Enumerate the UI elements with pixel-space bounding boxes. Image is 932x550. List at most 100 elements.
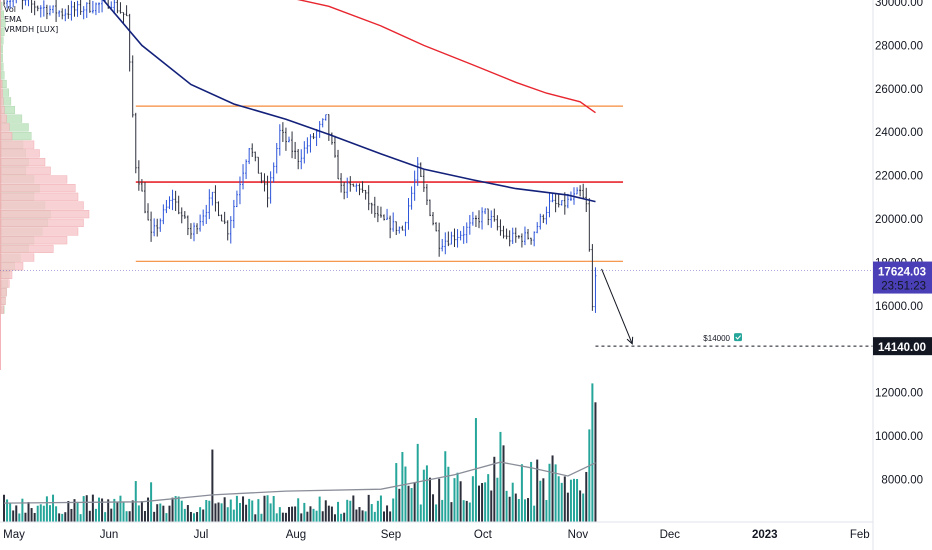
volume-bar [125, 511, 128, 522]
volume-bar [45, 496, 48, 522]
profile-bar-sell [0, 296, 6, 305]
volume-bar [407, 485, 410, 522]
volume-bar [321, 511, 324, 522]
volume-bar [419, 504, 422, 522]
profile-bar-sell [0, 166, 51, 175]
volume-bar [67, 501, 70, 522]
volume-bar [533, 505, 536, 522]
volume-bar [569, 479, 572, 522]
profile-bar-sell [0, 184, 76, 193]
volume-bar [389, 511, 392, 522]
x-tick-label[interactable]: Nov [568, 529, 589, 541]
profile-bar-sell [0, 97, 4, 106]
profile-bar-sell [0, 140, 35, 149]
volume-bar [85, 495, 88, 522]
check-icon [734, 333, 742, 342]
annotations[interactable]: $14000 [595, 268, 873, 347]
x-tick-label[interactable]: Aug [286, 529, 306, 541]
volume-bar [214, 503, 217, 522]
volume-bar [324, 500, 327, 522]
profile-bar-buy [0, 10, 4, 19]
horizontal-levels[interactable] [0, 105, 873, 271]
volume-bar [383, 511, 385, 522]
volume-bar [539, 480, 542, 522]
x-tick-label[interactable]: Dec [660, 529, 681, 541]
volume-bar [220, 503, 223, 522]
volume-bar [585, 471, 588, 522]
x-tick-label[interactable]: May [3, 529, 25, 541]
x-tick-label[interactable]: Sep [381, 529, 401, 541]
volume-bar [9, 502, 12, 522]
volume-bar [428, 477, 431, 522]
volume-bar [471, 476, 474, 522]
volume-bar [591, 383, 594, 522]
y-tick-label[interactable]: 24000.00 [875, 127, 923, 139]
y-tick-label[interactable]: 10000.00 [875, 431, 923, 443]
volume-bar [183, 508, 186, 522]
profile-bar-sell [0, 236, 68, 245]
volume-bar [294, 506, 297, 522]
volume-bar [520, 464, 523, 522]
y-tick-label[interactable]: 26000.00 [875, 84, 923, 96]
x-tick-label[interactable]: Feb [850, 529, 870, 541]
volume-bar [101, 498, 104, 522]
volume-bar [496, 477, 499, 522]
volume-bar [459, 481, 462, 522]
profile-bar-sell [0, 88, 3, 97]
volume-bar [499, 431, 502, 522]
legend-vrmdh[interactable]: VRMDH [LUX] [4, 25, 59, 34]
volume-bar [444, 451, 447, 522]
x-tick-label[interactable]: Jul [194, 529, 209, 541]
y-tick-label[interactable]: 30000.00 [875, 0, 923, 9]
y-tick-label[interactable]: 12000.00 [875, 388, 923, 400]
volume-bar [337, 501, 340, 522]
x-tick-label[interactable]: Oct [474, 529, 493, 541]
volume-bar [478, 485, 480, 522]
y-tick-label[interactable]: 22000.00 [875, 171, 923, 183]
volume-bar [511, 482, 514, 522]
target-note[interactable]: $14000 [703, 334, 730, 343]
volume-bar [226, 507, 229, 522]
volume-bar [177, 496, 180, 522]
volume-bar [15, 505, 18, 522]
volume-bar [131, 500, 134, 522]
x-tick-label[interactable]: 2023 [752, 529, 778, 541]
y-tick-label[interactable]: 28000.00 [875, 40, 923, 52]
volume-bar [263, 495, 266, 522]
volume-bar [113, 498, 116, 522]
volume-bar [251, 500, 254, 522]
volume-bar [119, 495, 122, 522]
volume-bar [137, 505, 140, 522]
volume-bar [291, 506, 294, 522]
legend-ema[interactable]: EMA [4, 15, 22, 24]
projection-arrow[interactable] [601, 268, 633, 344]
profile-bar-sell [0, 227, 79, 236]
volume-bar [392, 498, 395, 522]
profile-bar-sell [0, 123, 10, 132]
volume-bar [386, 505, 389, 522]
volume-bar [269, 503, 272, 522]
volume-bar [364, 511, 367, 522]
y-tick-label[interactable]: 16000.00 [875, 301, 923, 313]
y-tick-label[interactable]: 8000.00 [881, 474, 923, 486]
volume-bar [235, 495, 238, 522]
volume-bar [238, 502, 241, 522]
volume-bar [242, 496, 245, 522]
time-axis[interactable]: May Jun Jul Aug Sep Oct Nov Dec 2023 Feb [0, 521, 873, 541]
x-tick-label[interactable]: Jun [100, 529, 119, 541]
volume-profile [0, 0, 90, 370]
legend-vol[interactable]: Vol [4, 5, 16, 14]
volume-bar [205, 500, 208, 522]
current-price-badge [873, 261, 932, 294]
volume-bar [594, 402, 597, 522]
volume-bar [150, 482, 153, 522]
volume-bar [58, 513, 61, 522]
y-tick-label[interactable]: 20000.00 [875, 214, 923, 226]
profile-bar-buy [0, 19, 6, 28]
volume-bar [490, 490, 493, 522]
profile-bar-buy [0, 45, 3, 54]
volume-bar [579, 490, 582, 522]
volume-bar [309, 506, 312, 522]
profile-bar-sell [0, 131, 13, 141]
